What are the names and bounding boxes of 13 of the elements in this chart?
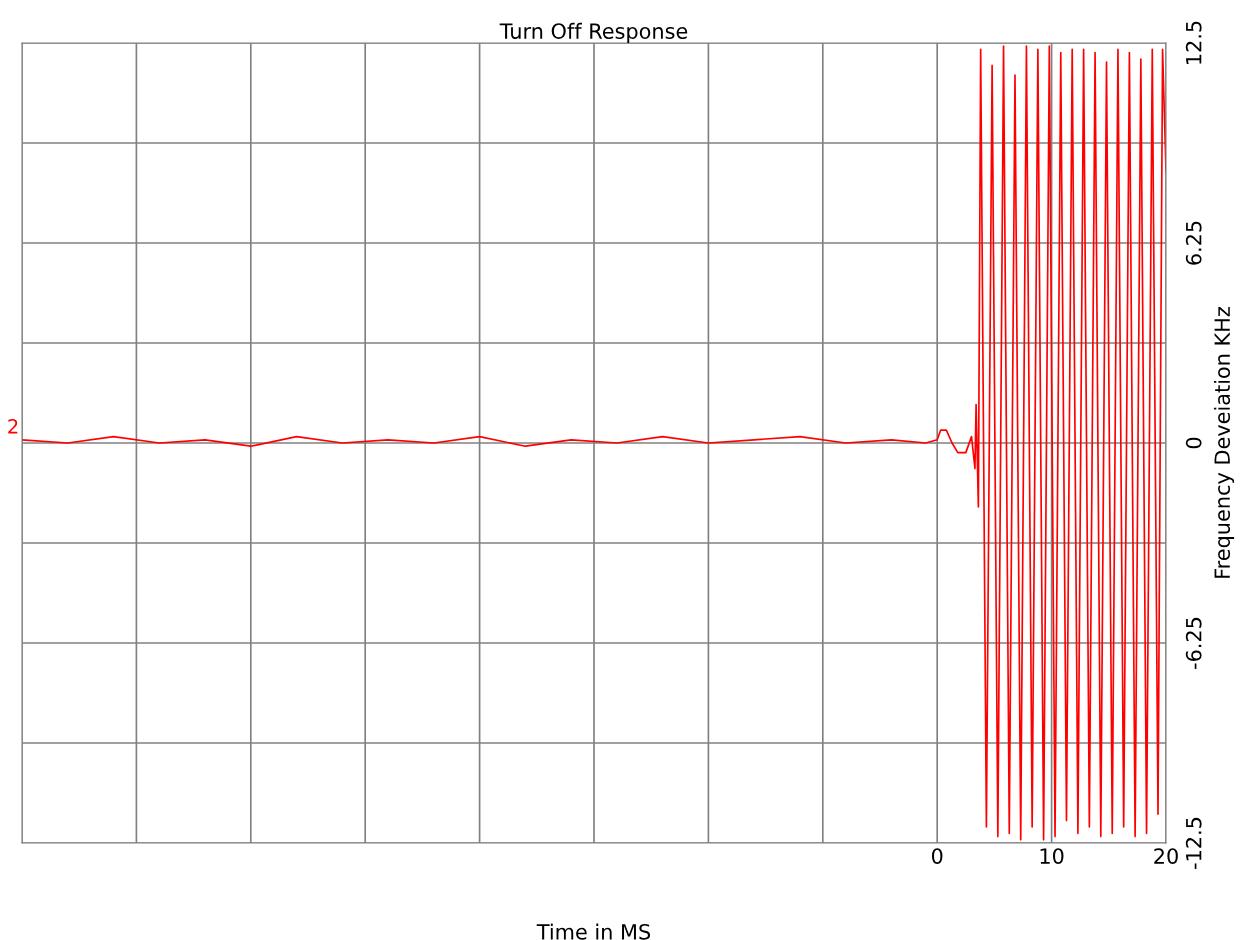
x-axis-title: Time in MS bbox=[536, 923, 651, 940]
x-tick-label: 20 bbox=[1154, 848, 1178, 864]
chart-title: Turn Off Response bbox=[499, 22, 688, 43]
y-tick-label: -6.25 bbox=[1185, 617, 1202, 669]
y-tick-label: 6.25 bbox=[1185, 221, 1202, 265]
y-tick-label: 0 bbox=[1185, 437, 1202, 449]
annotation: 2 bbox=[8, 418, 18, 434]
y-tick-label: -12.5 bbox=[1185, 817, 1202, 869]
x-tick-label: 10 bbox=[1040, 848, 1064, 864]
y-axis-title: Frequency Deveiation KHz bbox=[1213, 307, 1235, 578]
line-series bbox=[22, 45, 1166, 841]
x-tick-label: 0 bbox=[931, 848, 943, 864]
y-tick-label: 12.5 bbox=[1185, 21, 1202, 64]
